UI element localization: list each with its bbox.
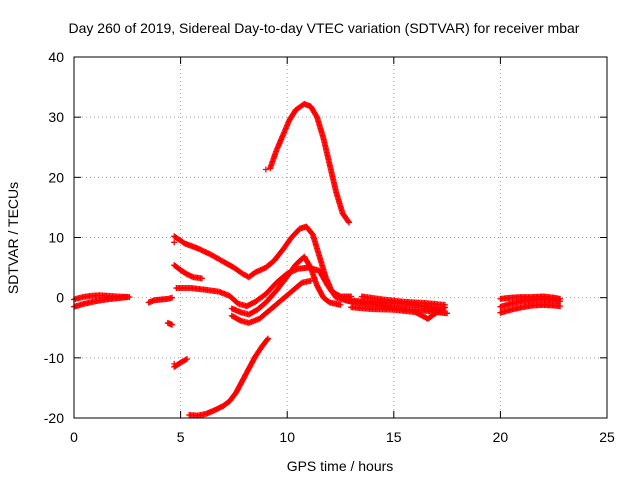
grid-lines bbox=[74, 57, 607, 418]
series-arc-upper-mid bbox=[171, 223, 355, 300]
data-point bbox=[444, 310, 451, 317]
y-tick-label: 30 bbox=[48, 109, 64, 125]
y-tick-label: 40 bbox=[48, 49, 64, 65]
x-tick-label: 5 bbox=[177, 429, 185, 445]
x-tick-label: 15 bbox=[386, 429, 402, 445]
x-tick-label: 25 bbox=[599, 429, 615, 445]
series-arc-below-zero bbox=[228, 253, 344, 318]
y-tick-label: 20 bbox=[48, 169, 64, 185]
y-tick-label: 0 bbox=[56, 290, 64, 306]
series-arc-20h-3 bbox=[497, 293, 564, 302]
series-arc-high-peak bbox=[267, 100, 353, 226]
plot-frame bbox=[73, 56, 608, 419]
series-arc-right-band-2 bbox=[348, 304, 448, 322]
data-point bbox=[557, 295, 564, 302]
x-axis-label: GPS time / hours bbox=[287, 458, 394, 474]
data-point bbox=[264, 336, 271, 343]
data-point bbox=[441, 301, 448, 308]
series-arc-neg-5h bbox=[171, 356, 190, 370]
series-arc-zero-left bbox=[71, 292, 133, 303]
data-point bbox=[265, 335, 272, 342]
data-point bbox=[346, 219, 353, 226]
data-point bbox=[171, 239, 178, 246]
data-point bbox=[183, 356, 190, 363]
x-tick-label: 0 bbox=[70, 429, 78, 445]
data-point bbox=[171, 360, 178, 367]
data-point bbox=[307, 277, 314, 284]
series-arc-right-band-3 bbox=[358, 293, 448, 308]
y-tick-label: 10 bbox=[48, 230, 64, 246]
data-point bbox=[345, 218, 352, 225]
x-tick-label: 10 bbox=[279, 429, 295, 445]
series-arc-4-5h-low bbox=[164, 319, 176, 328]
y-tick-label: -10 bbox=[44, 350, 64, 366]
data-point bbox=[169, 321, 176, 328]
data-point bbox=[182, 356, 189, 363]
data-point bbox=[337, 301, 344, 308]
series-arc-negative-rise bbox=[186, 335, 272, 419]
y-tick-label: -20 bbox=[44, 410, 64, 426]
series-arc-20h-2 bbox=[497, 301, 564, 316]
series-arc-mid-5h bbox=[171, 262, 205, 282]
data-point bbox=[126, 294, 133, 301]
chart-title: Day 260 of 2019, Sidereal Day-to-day VTE… bbox=[69, 20, 580, 36]
x-tick-label: 20 bbox=[493, 429, 509, 445]
data-points bbox=[71, 100, 564, 419]
data-point bbox=[198, 275, 205, 282]
data-point bbox=[557, 303, 564, 310]
series-arc-3-5h bbox=[145, 294, 176, 306]
data-point bbox=[262, 166, 269, 173]
y-axis-label: SDTVAR / TECUs bbox=[5, 182, 21, 294]
series-arc-lower-mid bbox=[228, 277, 314, 326]
axis-ticks: 0 5 10 15 20 25 -20 -10 0 10 20 30 40 bbox=[44, 49, 615, 445]
data-point bbox=[169, 294, 176, 301]
